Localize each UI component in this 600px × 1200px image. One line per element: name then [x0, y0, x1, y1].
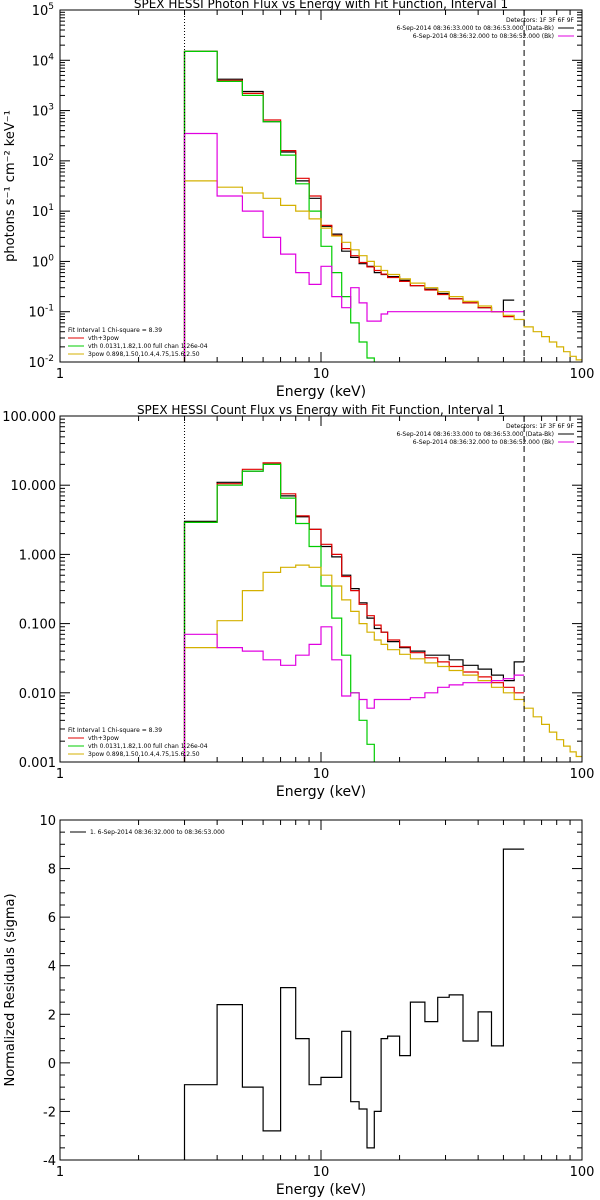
- x-tick-label: 1: [56, 1165, 64, 1180]
- legend-text: 6-Sep-2014 08:36:33.000 to 08:36:53.000 …: [396, 431, 554, 438]
- y-tick-label: 104: [32, 52, 55, 69]
- x-axis-label: Energy (keV): [276, 384, 366, 400]
- legend-text: Detectors: 1F 3F 6F 9F: [506, 423, 575, 430]
- legend-text: 6-Sep-2014 08:36:32.000 to 08:36:52.000 …: [413, 439, 554, 446]
- y-tick-label: 105: [32, 2, 54, 19]
- legend-bottom-left: Fit Interval 1 Chi-square = 8.39vth+3pow…: [68, 727, 208, 758]
- series-line-3: [183, 463, 375, 762]
- series-group: [183, 50, 582, 362]
- series-line-4: [183, 180, 582, 362]
- legend-bottom-left: Fit Interval 1 Chi-square = 8.39vth+3pow…: [68, 327, 208, 358]
- series-line-1: [183, 848, 525, 1160]
- y-tick-label: 0.100: [19, 618, 56, 633]
- legend-top-right: Detectors: 1F 3F 6F 9F6-Sep-2014 08:36:3…: [396, 423, 574, 446]
- series-line-4: [183, 564, 582, 762]
- x-axis-label: Energy (keV): [276, 784, 366, 800]
- x-tick-label: 1: [56, 367, 64, 382]
- series-line-5: [183, 132, 525, 362]
- x-tick-label: 10: [313, 367, 330, 382]
- x-tick-label: 10: [313, 767, 330, 782]
- y-tick-label: 103: [32, 103, 54, 120]
- legend-text: 3pow 0.898,1.50,10.4,4.75,15.6,2.50: [88, 351, 200, 358]
- y-tick-label: -4: [43, 1154, 56, 1169]
- y-tick-label: 100: [32, 253, 55, 270]
- y-tick-label: 4: [48, 960, 56, 975]
- series-line-1: [183, 50, 515, 362]
- chart-panel-1: SPEX HESSI Photon Flux vs Energy with Fi…: [3, 0, 594, 400]
- y-tick-label: 101: [32, 203, 54, 220]
- chart-panel-2: SPEX HESSI Count Flux vs Energy with Fit…: [2, 403, 594, 800]
- x-tick-label: 10: [313, 1165, 330, 1180]
- y-tick-label: 0.001: [19, 756, 56, 771]
- series-line-5: [183, 626, 525, 762]
- legend-text: Detectors: 1F 3F 6F 9F: [506, 17, 575, 24]
- series-line-2: [183, 50, 515, 362]
- x-tick-label: 100: [570, 367, 595, 382]
- legend-text: Fit Interval 1 Chi-square = 8.39: [68, 327, 162, 334]
- y-tick-label: -2: [43, 1105, 56, 1120]
- series-group: [183, 462, 582, 762]
- y-tick-label: 8: [48, 863, 56, 878]
- chart-panel-3: 1 10 100 -4 -2 0 2 4 6 8 10 Energy (keV) Normalized …: [3, 814, 594, 1198]
- legend-text: vth+3pow: [88, 335, 119, 342]
- y-tick-label: 10: [39, 814, 56, 829]
- chart-title: SPEX HESSI Count Flux vs Energy with Fit…: [137, 403, 505, 417]
- y-tick-label: 10-1: [28, 304, 54, 321]
- legend-text: vth 0.0131,1.82,1.00 full chan 1.26e-04: [88, 343, 208, 350]
- y-tick-label: 2: [48, 1008, 56, 1023]
- legend-text: 6-Sep-2014 08:36:33.000 to 08:36:53.000 …: [396, 25, 554, 32]
- series-line-1: [183, 463, 525, 762]
- legend-text: Fit Interval 1 Chi-square = 8.39: [68, 727, 162, 734]
- legend-text: 1. 6-Sep-2014 08:36:32.000 to 08:36:53.0…: [90, 829, 225, 836]
- legend-text: vth 0.0131,1.82,1.00 full chan 1.26e-04: [88, 743, 208, 750]
- y-tick-label: 1.000: [19, 548, 56, 563]
- y-tick-label: 10-2: [28, 354, 54, 371]
- series-group: [183, 848, 525, 1160]
- y-tick-label: 102: [32, 153, 54, 170]
- legend-text: 6-Sep-2014 08:36:32.000 to 08:36:52.000 …: [413, 33, 554, 40]
- y-tick-label: 10.000: [11, 479, 57, 494]
- y-tick-label: 0.010: [19, 687, 56, 702]
- series-line-2: [183, 462, 525, 762]
- y-tick-label: 6: [48, 911, 56, 926]
- y-axis-label: Normalized Residuals (sigma): [3, 893, 18, 1086]
- y-axis-label: photons s⁻¹ cm⁻² keV⁻¹: [3, 110, 18, 262]
- legend-text: 3pow 0.898,1.50,10.4,4.75,15.6,2.50: [88, 751, 200, 758]
- chart-title: SPEX HESSI Photon Flux vs Energy with Fi…: [134, 0, 508, 11]
- x-tick-label: 1: [56, 767, 64, 782]
- x-axis-label: Energy (keV): [276, 1182, 366, 1198]
- x-tick-label: 100: [570, 1165, 595, 1180]
- legend-top-left: 1. 6-Sep-2014 08:36:32.000 to 08:36:53.0…: [70, 829, 225, 836]
- x-tick-label: 100: [570, 767, 595, 782]
- legend-text: vth+3pow: [88, 735, 119, 742]
- y-tick-label: 0: [48, 1057, 56, 1072]
- legend-top-right: Detectors: 1F 3F 6F 9F6-Sep-2014 08:36:3…: [396, 17, 574, 40]
- series-line-3: [183, 50, 375, 362]
- plot-frame: [59, 415, 583, 763]
- y-tick-label: 100.000: [2, 410, 56, 425]
